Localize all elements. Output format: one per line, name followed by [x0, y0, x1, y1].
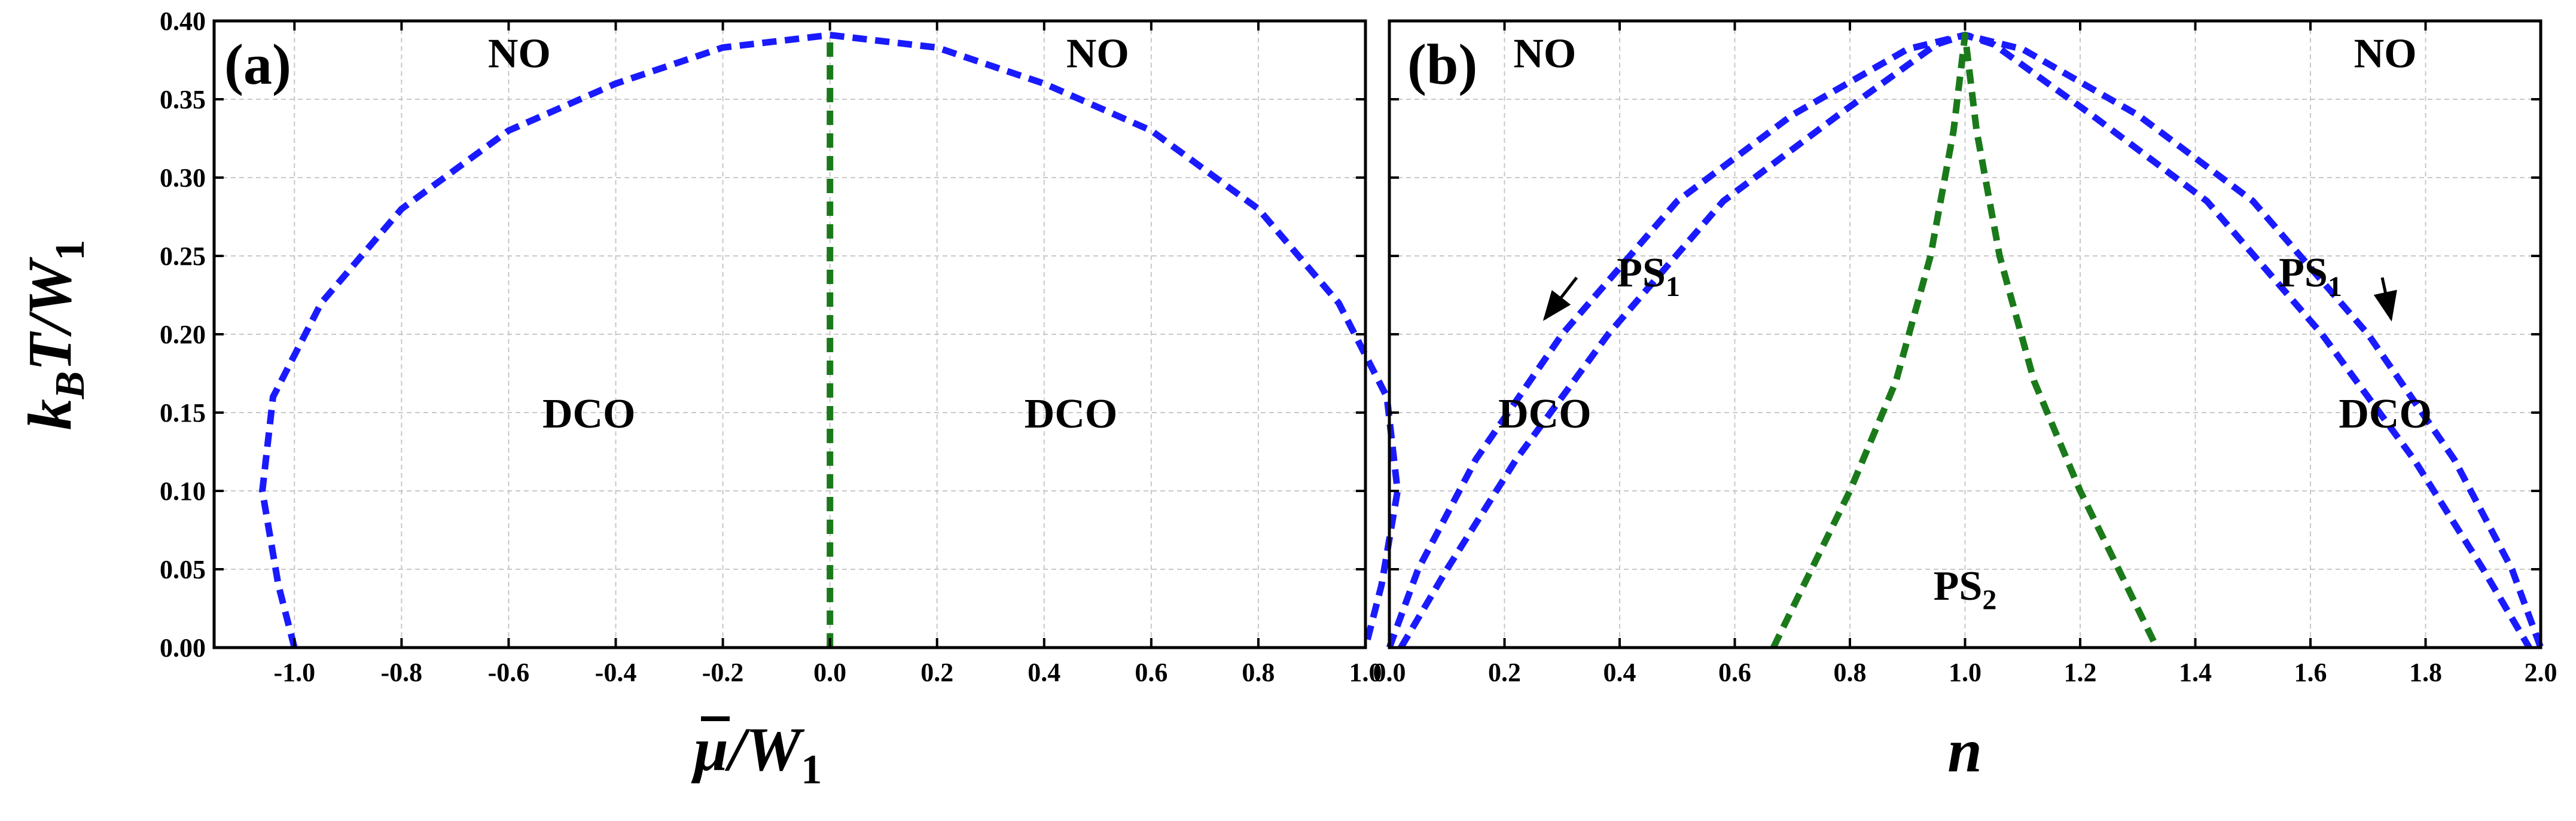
y-tick-label: 0.05 — [160, 555, 206, 584]
y-tick-label: 0.40 — [160, 7, 206, 36]
x-tick-label: -0.6 — [488, 658, 530, 687]
panel-a: -1.0 -0.8 -0.6 -0.4 -0.2 0.0 0.2 0.4 0.6 0.8 1.0 0.… — [160, 7, 1401, 687]
x-tick-label: 1.4 — [2179, 658, 2212, 687]
region-label: DCO — [1025, 391, 1118, 437]
x-axis-title-b: n — [1947, 716, 1982, 785]
x-tick-label: 0.6 — [1135, 658, 1167, 687]
panel-b-ticks: 0.0 0.2 0.4 0.6 0.8 1.0 1.2 1.4 1.6 1.8 2.0 — [1373, 20, 2557, 687]
y-tick-label: 0.10 — [160, 477, 206, 506]
x-tick-label: 2.0 — [2525, 658, 2557, 687]
x-tick-label: 0.2 — [1488, 658, 1521, 687]
panel-b-series — [1386, 32, 2544, 649]
region-label: DCO — [2339, 391, 2432, 437]
svg-text:μ/W1: μ/W1 — [691, 715, 822, 793]
annotation-arrow — [2373, 277, 2397, 322]
svg-text:kBT/W1: kBT/W1 — [16, 240, 93, 431]
annotation-arrow — [1542, 276, 1578, 321]
x-tick-label: 0.4 — [1028, 658, 1060, 687]
x-tick-label: 1.8 — [2409, 658, 2442, 687]
region-label: NO — [2354, 30, 2417, 77]
y-tick-label: 0.25 — [160, 242, 206, 271]
region-label: NO — [1066, 30, 1129, 77]
y-tick-label: 0.00 — [160, 633, 206, 663]
y-tick-label: 0.35 — [160, 85, 206, 114]
region-label: PS1 — [1617, 250, 1680, 303]
x-axis-title-a-prefix: /W — [724, 715, 805, 784]
x-tick-label: 0.8 — [1242, 658, 1275, 687]
region-label: NO — [488, 30, 551, 77]
x-tick-label: -0.2 — [702, 658, 744, 687]
region-label: DCO — [1498, 391, 1592, 437]
panel-a-series — [259, 32, 1401, 649]
y-tick-label: 0.20 — [160, 320, 206, 349]
series-line — [1770, 32, 2160, 649]
y-axis-title-rest: T/W — [16, 257, 84, 371]
panel-a-label: (a) — [224, 32, 291, 96]
x-axis-title-a-sub: 1 — [801, 747, 822, 793]
region-label: PS1 — [2279, 250, 2342, 303]
x-tick-label: 0.4 — [1603, 658, 1636, 687]
y-axis-title-k: k — [16, 399, 84, 430]
x-tick-label: 1.0 — [1349, 658, 1382, 687]
y-axis-title-k-sub: B — [47, 371, 93, 400]
panel-b-grid — [1389, 20, 2541, 648]
x-axis-title-a-mu: μ — [691, 715, 728, 784]
panel-b-annotations: NO NO DCO DCO PS2 PS1 PS1 — [1498, 30, 2432, 616]
panel-a-annotations: NO NO DCO DCO — [488, 30, 1129, 437]
y-tick-label: 0.30 — [160, 163, 206, 193]
x-tick-label: -0.4 — [595, 658, 637, 687]
panel-a-frame — [212, 19, 1367, 649]
y-axis-title: kBT/W1 — [16, 240, 93, 431]
panel-b-label: (b) — [1407, 32, 1477, 96]
x-tick-label: 0.8 — [1834, 658, 1867, 687]
x-tick-label: -0.8 — [381, 658, 423, 687]
x-tick-label: -1.0 — [273, 658, 315, 687]
region-label: NO — [1513, 30, 1576, 77]
x-tick-label: 0.6 — [1718, 658, 1751, 687]
panel-b: 0.0 0.2 0.4 0.6 0.8 1.0 1.2 1.4 1.6 1.8 2.0 NO NO DC… — [1373, 19, 2557, 687]
panel-a-grid — [214, 20, 1366, 648]
x-tick-label: 0.2 — [920, 658, 953, 687]
x-tick-label: 1.2 — [2064, 658, 2097, 687]
series-line — [259, 32, 1401, 649]
panel-a-ticks: -1.0 -0.8 -0.6 -0.4 -0.2 0.0 0.2 0.4 0.6 0.8 1.0 0.… — [160, 7, 1382, 687]
y-tick-label: 0.15 — [160, 398, 206, 428]
region-label: PS2 — [1934, 563, 1997, 616]
region-label: DCO — [542, 391, 636, 437]
x-tick-label: 0.0 — [813, 658, 846, 687]
y-axis-title-sub: 1 — [47, 240, 93, 261]
x-axis-title-a: μ/W1 — [691, 715, 822, 793]
x-tick-label: 1.0 — [1949, 658, 1981, 687]
x-tick-label: 0.0 — [1373, 658, 1406, 687]
x-tick-label: 1.6 — [2294, 658, 2327, 687]
